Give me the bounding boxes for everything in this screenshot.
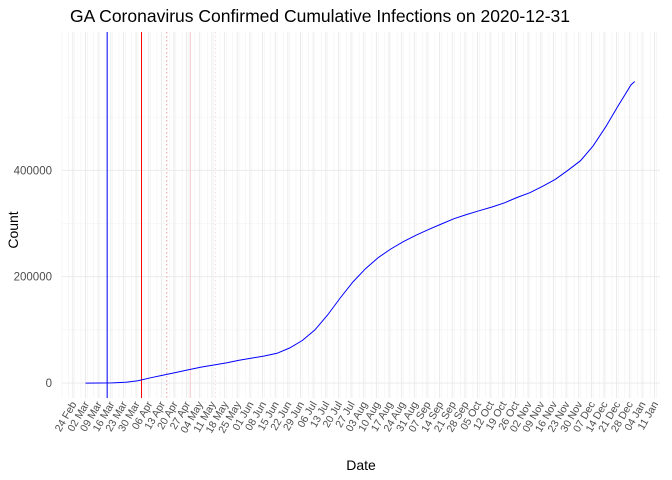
y-tick-label: 0 bbox=[46, 378, 52, 390]
y-axis-title: Count bbox=[5, 211, 21, 248]
chart-title: GA Coronavirus Confirmed Cumulative Infe… bbox=[70, 6, 570, 26]
y-axis-ticks: 0 200000 400000 bbox=[14, 165, 52, 390]
series-line bbox=[85, 81, 636, 384]
y-tick-label: 400000 bbox=[14, 165, 52, 177]
y-tick-label: 200000 bbox=[14, 272, 52, 284]
series-group bbox=[85, 81, 636, 384]
x-axis-title: Date bbox=[346, 457, 376, 473]
minor-gridlines bbox=[61, 32, 660, 398]
major-gridlines bbox=[62, 32, 660, 398]
plot-background bbox=[62, 32, 660, 398]
reference-lines bbox=[106, 32, 217, 398]
